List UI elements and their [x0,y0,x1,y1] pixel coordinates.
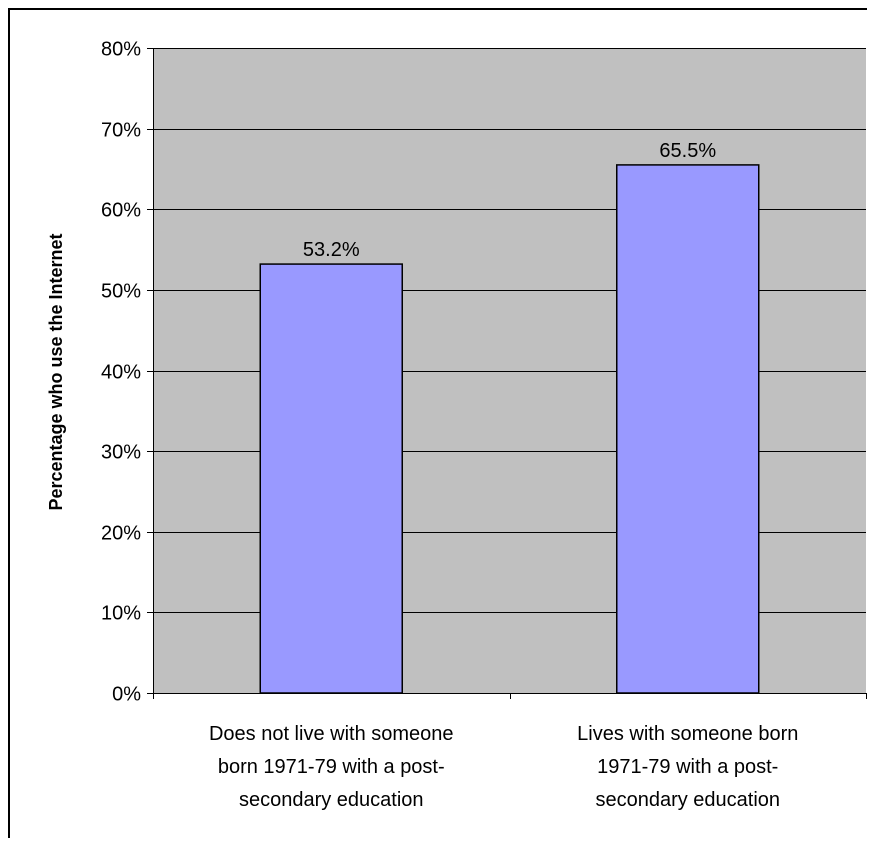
y-tick-label: 50% [101,281,141,303]
y-tick-label: 80% [101,39,141,61]
x-category-label-line: Lives with someone born [577,723,798,745]
y-tick-label: 60% [101,200,141,222]
x-category-label-line: 1971-79 with a post- [597,756,778,778]
bars [259,164,760,694]
y-tick-label: 70% [101,120,141,142]
y-tick-label: 30% [101,442,141,464]
data-labels: 53.2% 65.5% [303,140,716,261]
y-tick-label: 20% [101,523,141,545]
y-axis-ticks: 0% 10% 20% 30% 40% 50% 60% 70% 80% [101,39,154,706]
bar [259,263,403,694]
x-axis [147,693,867,699]
x-category-label-line: Does not live with someone [209,723,454,745]
y-tick-label: 10% [101,603,141,625]
x-category-label-line: secondary education [595,789,780,811]
x-category-label-line: secondary education [239,789,424,811]
y-axis-title: Percentage who use the Internet [46,233,66,510]
y-tick-label: 40% [101,362,141,384]
bar-value-label: 65.5% [659,140,716,162]
y-tick-label: 0% [112,684,141,706]
x-category-label-line: born 1971-79 with a post- [218,756,445,778]
bar [616,164,760,694]
bar-value-label: 53.2% [303,239,360,261]
x-axis-category-labels: Does not live with someone born 1971-79 w… [209,723,798,811]
